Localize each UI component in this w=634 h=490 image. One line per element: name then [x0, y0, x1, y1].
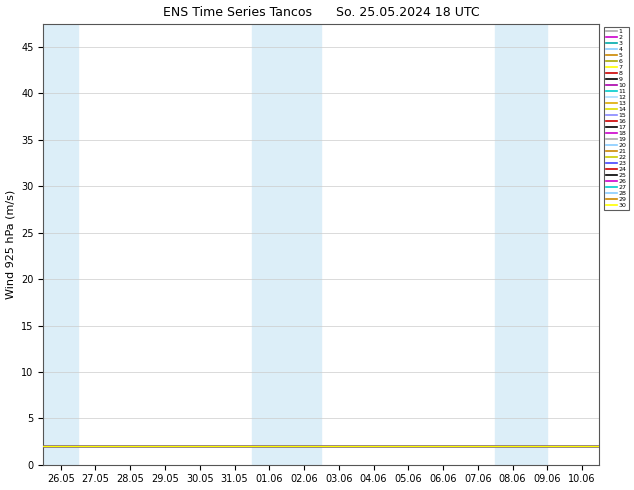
Y-axis label: Wind 925 hPa (m/s): Wind 925 hPa (m/s)	[6, 190, 16, 299]
Title: ENS Time Series Tancos      So. 25.05.2024 18 UTC: ENS Time Series Tancos So. 25.05.2024 18…	[163, 5, 480, 19]
Bar	[252, 24, 321, 465]
Bar	[43, 24, 78, 465]
Legend: 1, 2, 3, 4, 5, 6, 7, 8, 9, 10, 11, 12, 13, 14, 15, 16, 17, 18, 19, 20, 21, 22, 2: 1, 2, 3, 4, 5, 6, 7, 8, 9, 10, 11, 12, 1…	[604, 27, 628, 210]
Bar	[495, 24, 547, 465]
